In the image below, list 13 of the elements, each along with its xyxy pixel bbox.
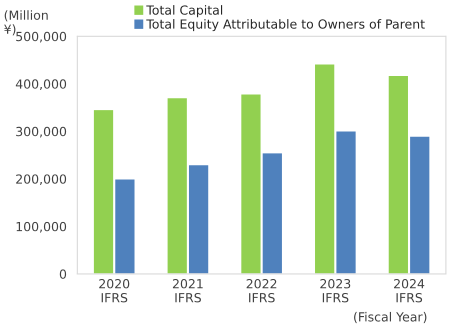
x-tick-label: 2020 IFRS <box>99 278 130 302</box>
y-tick-label: 400,000 <box>16 79 66 90</box>
x-axis-title: (Fiscal Year) <box>354 312 426 324</box>
x-tick-label: 2021 IFRS <box>172 278 203 302</box>
y-tick-label: 200,000 <box>16 174 66 186</box>
x-tick-label: 2024 IFRS <box>394 278 424 302</box>
y-tick-label: 100,000 <box>16 222 66 233</box>
y-tick-label: 300,000 <box>16 126 66 138</box>
legend-label: Total Equity Attributable to Owners of Parent <box>146 19 425 32</box>
legend-label: Total Capital <box>146 5 222 18</box>
x-tick-label: 2022 IFRS <box>246 278 276 302</box>
y-tick-label: 0 <box>60 269 66 279</box>
x-tick-label: 2023 IFRS <box>320 278 350 302</box>
